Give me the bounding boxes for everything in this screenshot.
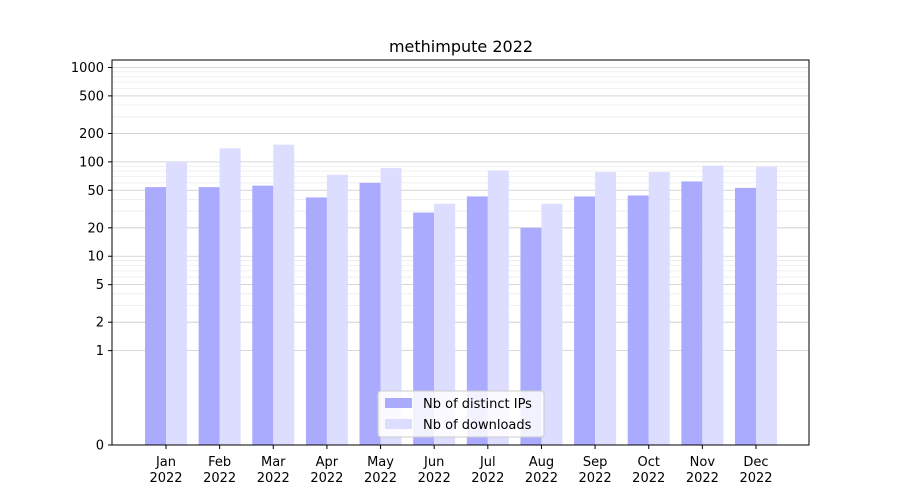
- plot-frame: [111, 59, 810, 446]
- y-tick-label: 1000: [71, 61, 104, 76]
- bar-ips: [359, 182, 381, 445]
- bar-ips: [145, 187, 166, 446]
- bar-downloads: [541, 203, 563, 445]
- y-tick-label: 100: [79, 155, 104, 170]
- x-tick-label: Dec 2022: [739, 455, 772, 486]
- y-tick-label: 10: [87, 250, 104, 265]
- bar-ips: [681, 181, 703, 445]
- x-tick-label: Feb 2022: [203, 455, 236, 486]
- bar-downloads: [595, 172, 617, 445]
- legend-box: [377, 390, 545, 438]
- x-tick-label: Mar 2022: [257, 455, 290, 486]
- x-tick-label: Apr 2022: [310, 455, 343, 486]
- chart-title: methimpute 2022: [389, 37, 533, 56]
- x-tick-label: Aug 2022: [525, 455, 558, 486]
- legend: Nb of distinct IPs Nb of downloads: [377, 390, 545, 438]
- y-tick-label: 50: [87, 184, 104, 199]
- x-tick-label: Nov 2022: [686, 455, 719, 486]
- y-tick-label: 1: [96, 344, 104, 359]
- y-tick-label: 500: [79, 89, 104, 104]
- bar-ips: [305, 197, 327, 445]
- bar-ips: [574, 196, 596, 445]
- bar-downloads: [326, 174, 348, 445]
- x-tick-label: Sep 2022: [579, 455, 612, 486]
- x-axis: Jan 2022 Feb 2022 Mar 2022 Apr 2022 May 2022 Jun 20…: [149, 445, 773, 486]
- y-axis: 0 1 2 5 10 20 50 100 200 500 1000: [71, 61, 112, 454]
- bar-ips: [735, 187, 756, 446]
- bar-downloads: [648, 172, 670, 445]
- bar-downloads: [756, 166, 777, 446]
- bar-downloads: [219, 148, 241, 445]
- bar-downloads: [702, 165, 724, 445]
- bar-downloads: [166, 161, 187, 445]
- bar-ips: [627, 195, 649, 445]
- bar-ips: [466, 196, 488, 445]
- y-tick-label: 5: [96, 278, 104, 293]
- bar-downloads: [487, 170, 509, 445]
- y-tick-label: 2: [96, 316, 104, 331]
- x-tick-label: Jan 2022: [149, 455, 182, 486]
- legend-label: Nb of downloads: [423, 418, 532, 433]
- y-tick-label: 20: [87, 221, 104, 236]
- bar-downloads: [434, 203, 456, 445]
- legend-label: Nb of distinct IPs: [423, 397, 532, 412]
- x-tick-label: May 2022: [364, 455, 397, 486]
- x-tick-label: Jun 2022: [418, 455, 451, 486]
- bar-downloads: [380, 168, 402, 445]
- bar-ips: [252, 185, 274, 445]
- x-tick-label: Oct 2022: [632, 455, 665, 486]
- y-tick-label: 0: [96, 439, 104, 454]
- x-tick-label: Jul 2022: [471, 455, 504, 486]
- bar-ips: [413, 212, 435, 445]
- y-tick-label: 200: [79, 127, 104, 142]
- legend-swatch: [385, 398, 412, 408]
- legend-swatch: [385, 419, 412, 429]
- bar-downloads: [273, 144, 295, 445]
- bar-ips: [198, 187, 220, 446]
